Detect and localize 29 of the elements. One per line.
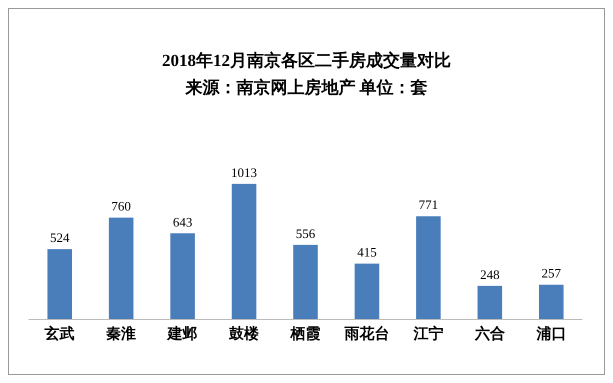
data-label: 760 bbox=[111, 198, 131, 214]
data-label: 257 bbox=[542, 266, 562, 281]
bar bbox=[538, 284, 564, 319]
x-tick-label: 栖霞 bbox=[290, 326, 320, 342]
bar bbox=[478, 286, 502, 319]
data-label: 1013 bbox=[231, 164, 258, 180]
x-tick-label: 雨花台 bbox=[343, 326, 390, 342]
bar bbox=[108, 218, 134, 319]
data-label: 415 bbox=[357, 244, 377, 260]
bar bbox=[293, 244, 318, 319]
data-label: 556 bbox=[296, 226, 316, 241]
x-tick-label: 秦淮 bbox=[106, 326, 136, 342]
bar bbox=[170, 233, 195, 319]
data-label: 771 bbox=[418, 197, 438, 212]
chart-subtitle: 来源：南京网上房地产 单位：套 bbox=[184, 78, 428, 97]
x-tick-label: 玄武 bbox=[44, 324, 75, 342]
bar bbox=[354, 264, 380, 319]
x-tick-label: 六合 bbox=[474, 324, 505, 342]
data-label: 524 bbox=[50, 230, 70, 246]
chart-title: 2018年12月南京各区二手房成交量对比 bbox=[162, 51, 451, 70]
data-label: 248 bbox=[480, 266, 500, 282]
bar bbox=[47, 249, 72, 319]
x-tick-label: 鼓楼 bbox=[228, 326, 260, 342]
bar bbox=[232, 184, 256, 319]
x-tick-label: 江宁 bbox=[412, 324, 444, 342]
x-tick-label: 浦口 bbox=[535, 326, 566, 342]
data-label: 643 bbox=[172, 214, 192, 230]
bar bbox=[416, 216, 441, 319]
x-tick-label: 建邺 bbox=[166, 326, 198, 342]
